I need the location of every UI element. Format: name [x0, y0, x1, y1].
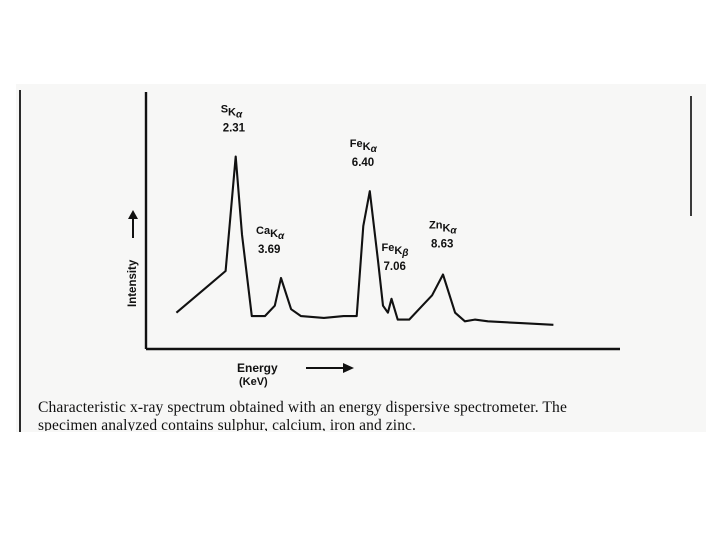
y-axis-label: Intensity [127, 259, 139, 307]
y-axis-arrow-icon [128, 210, 138, 238]
figure-caption-line-1: Characteristic x-ray spectrum obtained w… [38, 399, 567, 416]
peak-labels: SKα 2.31 CaKα 3.69 FeKα 6.40 FeKβ 7.06 ZnKα 8.63 [221, 104, 458, 273]
figure-caption-line-2: specimen analyzed contains sulphur, calc… [38, 417, 417, 431]
slide-bottom-blank [0, 432, 720, 540]
peak-label-ca-ka: CaKα [256, 225, 285, 242]
x-axis-unit: (KeV) [239, 376, 268, 388]
scan-right-border [690, 96, 692, 216]
peak-energy-fe-kb: 7.06 [384, 261, 406, 273]
peak-energy-ca-ka: 3.69 [258, 244, 280, 256]
peak-label-fe-ka: FeKα [350, 138, 378, 155]
peak-label-zn-ka: ZnKα [429, 220, 457, 237]
peak-energy-zn-ka: 8.63 [431, 239, 453, 251]
peak-label-s-ka: SKα [221, 104, 243, 121]
scan-left-border [19, 90, 21, 435]
peak-energy-s-ka: 2.31 [223, 123, 246, 135]
peak-label-fe-kb: FeKβ [382, 242, 409, 259]
x-axis-label: Energy [237, 361, 278, 375]
x-axis-arrow-icon [306, 363, 354, 373]
spectrum-line [175, 155, 554, 326]
peak-energy-fe-ka: 6.40 [352, 157, 374, 169]
